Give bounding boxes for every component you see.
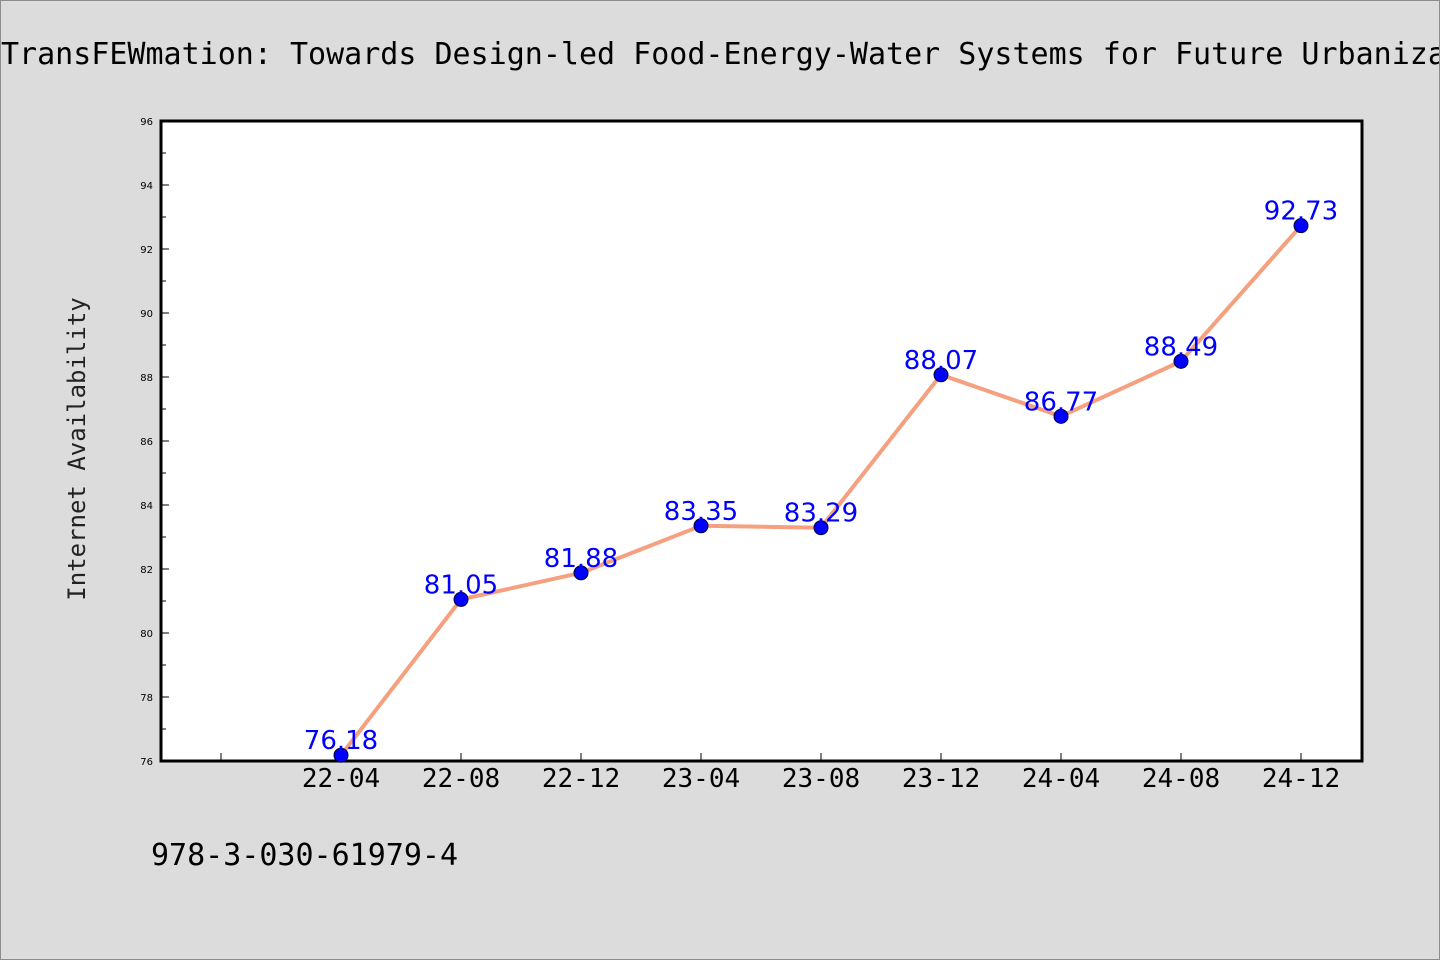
data-label: 83.29 xyxy=(784,499,858,529)
data-point xyxy=(1173,353,1189,369)
y-tick-label: 90 xyxy=(140,309,153,320)
data-point xyxy=(1293,218,1309,234)
y-tick-label: 84 xyxy=(140,501,153,512)
data-point xyxy=(573,565,589,581)
y-tick-label: 82 xyxy=(140,565,153,576)
data-label: 88.49 xyxy=(1144,332,1218,362)
data-point xyxy=(693,518,709,534)
y-tick-label: 96 xyxy=(140,117,153,128)
data-point xyxy=(933,367,949,383)
data-point xyxy=(813,520,829,536)
y-tick-label: 86 xyxy=(140,437,153,448)
x-tick-label: 22-12 xyxy=(542,764,620,794)
x-tick-label: 24-08 xyxy=(1142,764,1220,794)
x-tick-label: 23-12 xyxy=(902,764,980,794)
x-tick-label: 22-08 xyxy=(422,764,500,794)
data-point xyxy=(453,591,469,607)
data-label: 86.77 xyxy=(1024,387,1098,417)
data-labels: 76.18 81.05 81.88 83.35 83.29 88.07 86.77 88.49… xyxy=(304,197,1338,757)
x-tick-label: 24-04 xyxy=(1022,764,1100,794)
x-tick-label: 23-04 xyxy=(662,764,740,794)
y-tick-label: 76 xyxy=(140,757,153,768)
plot-area xyxy=(159,119,1364,763)
y-tick-label: 94 xyxy=(140,181,153,192)
data-point xyxy=(333,747,349,763)
y-axis-ticks: 76 78 80 82 84 86 88 90 92 94 96 xyxy=(140,117,169,768)
x-axis-ticks: 22-04 22-08 22-12 23-04 23-08 23-12 24-04 24-08… xyxy=(220,753,1340,794)
y-axis-label: Internet Availability xyxy=(63,297,91,600)
data-label: 92.73 xyxy=(1264,197,1338,227)
data-label: 88.07 xyxy=(904,346,978,376)
data-markers xyxy=(333,218,1309,763)
data-label: 76.18 xyxy=(304,726,378,756)
data-label: 81.88 xyxy=(544,544,618,574)
data-label: 83.35 xyxy=(664,497,738,527)
chart-title: TransFEWmation: Towards Design-led Food-… xyxy=(1,37,1440,72)
x-tick-label: 24-12 xyxy=(1262,764,1340,794)
data-label: 81.05 xyxy=(424,570,498,600)
y-tick-label: 78 xyxy=(140,693,153,704)
isbn-text: 978-3-030-61979-4 xyxy=(151,838,458,873)
data-point xyxy=(1053,408,1069,424)
x-tick-label: 23-08 xyxy=(782,764,860,794)
y-tick-label: 80 xyxy=(140,629,153,640)
y-tick-label: 92 xyxy=(140,245,153,256)
y-tick-label: 88 xyxy=(140,373,153,384)
x-tick-label: 22-04 xyxy=(302,764,380,794)
